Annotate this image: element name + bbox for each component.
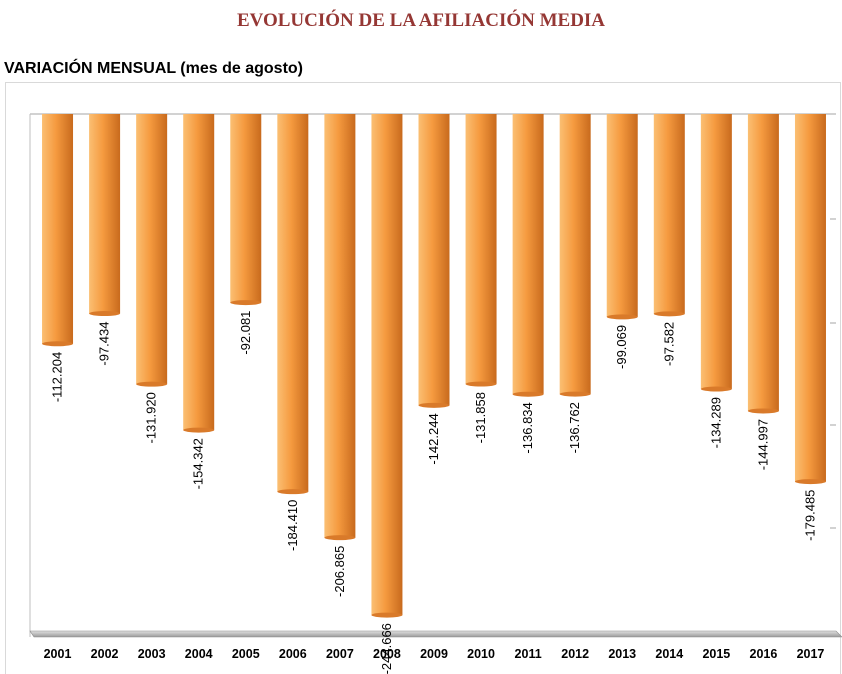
bar-cap-2007 (324, 535, 356, 541)
bar-2002 (89, 114, 121, 314)
value-label: -206.865 (332, 546, 347, 597)
x-tick-label: 2008 (373, 647, 401, 661)
bar-2017 (794, 114, 826, 482)
value-label: -154.342 (191, 438, 206, 489)
x-tick-label: 2006 (279, 647, 307, 661)
x-tick-label: 2012 (561, 647, 589, 661)
x-tick-label: 2010 (467, 647, 495, 661)
value-label: -184.410 (285, 500, 300, 551)
x-tick-label: 2015 (702, 647, 730, 661)
bar-cap-2013 (606, 314, 638, 320)
bar-2004 (183, 114, 215, 431)
x-tick-label: 2007 (326, 647, 354, 661)
value-label: -131.920 (144, 392, 159, 443)
x-tick-label: 2011 (515, 647, 542, 661)
bar-cap-2012 (559, 391, 591, 397)
bar-cap-2014 (653, 311, 685, 317)
chart-floor (29, 630, 842, 638)
chart-title: EVOLUCIÓN DE LA AFILIACIÓN MEDIA (236, 10, 606, 31)
value-label: -92.081 (238, 311, 253, 355)
bar-cap-2017 (794, 479, 826, 485)
value-label: -97.434 (97, 322, 112, 366)
value-label: -244.666 (379, 623, 394, 674)
bar-cap-2016 (747, 408, 779, 414)
bar-2015 (700, 114, 732, 390)
x-tick-label: 2017 (797, 647, 825, 661)
bar-cap-2011 (512, 391, 544, 397)
value-label: -97.582 (661, 322, 676, 366)
bar-2016 (747, 114, 779, 411)
x-tick-label: 2002 (91, 647, 119, 661)
bar-cap-2002 (89, 311, 121, 317)
bar-2003 (136, 114, 168, 385)
bar-2011 (512, 114, 544, 395)
x-tick-label: 2005 (232, 647, 260, 661)
value-label: -142.244 (426, 413, 441, 464)
bar-2008 (371, 114, 403, 616)
value-label: -144.997 (755, 419, 770, 470)
value-label: -99.069 (614, 325, 629, 369)
x-tick-label: 2003 (138, 647, 166, 661)
bar-cap-2001 (42, 341, 74, 347)
x-tick-label: 2013 (608, 647, 636, 661)
bar-cap-2015 (700, 386, 732, 392)
bar-2001 (42, 114, 74, 344)
value-label: -136.762 (567, 402, 582, 453)
bar-cap-2003 (136, 381, 168, 387)
value-label: -112.204 (50, 352, 65, 402)
x-tick-label: 2004 (185, 647, 213, 661)
x-tick-label: 2016 (750, 647, 778, 661)
value-label: -134.289 (708, 397, 723, 448)
chart-frame (5, 82, 841, 674)
bar-2005 (230, 114, 262, 303)
bar-cap-2008 (371, 612, 403, 618)
value-label: -136.834 (520, 402, 535, 453)
bar-2010 (465, 114, 497, 385)
bar-cap-2009 (418, 402, 450, 408)
bar-2009 (418, 114, 450, 406)
bar-cap-2010 (465, 381, 497, 387)
bar-2012 (559, 114, 591, 395)
chart-subtitle: VARIACIÓN MENSUAL (mes de agosto) (4, 60, 303, 77)
bar-2007 (324, 114, 356, 538)
value-label: -131.858 (473, 392, 488, 443)
x-tick-label: 2001 (44, 647, 72, 661)
bar-2006 (277, 114, 309, 492)
x-tick-label: 2014 (655, 647, 683, 661)
bar-cap-2005 (230, 300, 262, 306)
bar-2014 (653, 114, 685, 314)
x-tick-label: 2009 (420, 647, 448, 661)
bar-cap-2004 (183, 427, 215, 433)
bar-cap-2006 (277, 489, 309, 495)
value-label: -179.485 (802, 490, 817, 541)
bar-2013 (606, 114, 638, 317)
